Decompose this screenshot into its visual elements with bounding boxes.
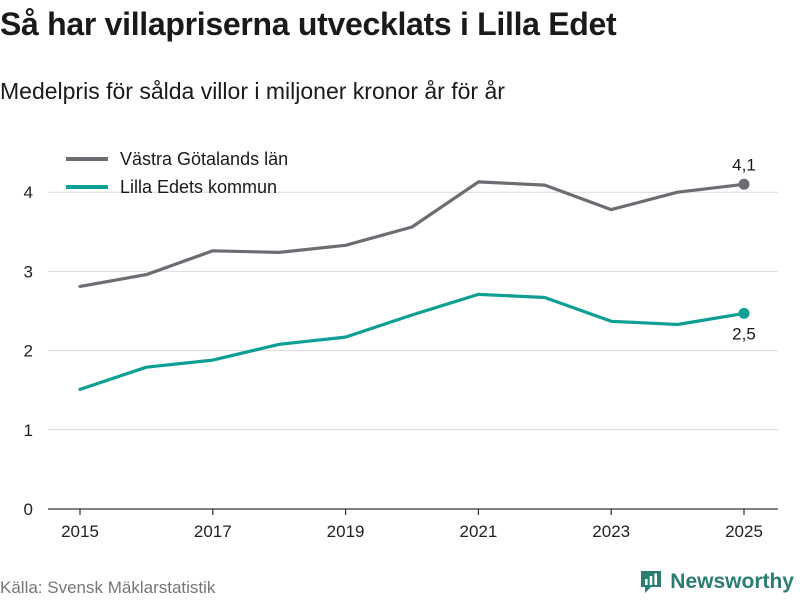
series-line-0 — [78, 180, 746, 288]
chart-title: Så har villapriserna utvecklats i Lilla … — [0, 6, 617, 42]
brand-name: Newsworthy — [670, 570, 794, 593]
series-end-marker-1 — [738, 307, 750, 319]
newsworthy-logo-icon — [641, 571, 662, 593]
series-end-label-0: 4,1 — [732, 155, 756, 174]
source-note: Källa: Svensk Mäklarstatistik — [0, 578, 216, 597]
x-tick-label: 2017 — [194, 522, 232, 541]
series-line-1 — [78, 292, 746, 391]
x-tick-label: 2015 — [61, 522, 99, 541]
brand-logo: Newsworthy — [639, 569, 794, 595]
y-tick-label: 4 — [24, 183, 33, 202]
y-tick-label: 2 — [24, 342, 33, 361]
legend-label-1: Lilla Edets kommun — [120, 177, 277, 197]
chart-subtitle: Medelpris för sålda villor i miljoner kr… — [0, 78, 505, 104]
x-tick-label: 2023 — [592, 522, 630, 541]
x-tick-label: 2021 — [459, 522, 497, 541]
series-end-label-1: 2,5 — [732, 324, 756, 343]
y-tick-label: 3 — [24, 262, 33, 281]
y-tick-label: 1 — [24, 421, 33, 440]
x-tick-label: 2025 — [725, 522, 763, 541]
legend-label-0: Västra Götalands län — [120, 149, 288, 169]
series-end-marker-0 — [738, 178, 750, 190]
x-tick-label: 2019 — [327, 522, 365, 541]
y-tick-label: 0 — [24, 500, 33, 519]
